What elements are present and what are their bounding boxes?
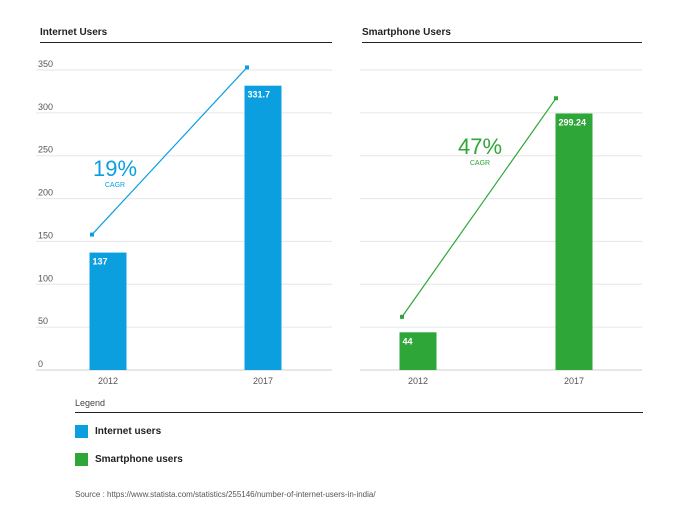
smartphone-users-x-tick-2017: 2017 [564,376,584,386]
legend-rule [75,412,643,413]
y-tick-label: 200 [38,188,53,198]
internet-users-bar-2012 [89,252,127,370]
internet-users-value-label-2012: 137 [93,257,108,267]
internet-users-trend-end-marker [245,65,249,70]
internet-users-x-tick-2017: 2017 [253,376,273,386]
smartphone-users-bar-2017 [555,113,593,370]
internet-users-title-rule [40,42,332,43]
smartphone-users-trend-line [401,97,557,318]
smartphone-users-chart-title: Smartphone Users [362,27,451,38]
internet-users-cagr-value: 19% [93,156,137,181]
y-tick-label: 100 [38,273,53,283]
y-tick-label: 150 [38,230,53,240]
legend-swatch-smartphone-users [75,453,88,466]
legend-title: Legend [75,398,106,408]
smartphone-users-value-label-2012: 44 [403,336,413,346]
internet-users-chart-title: Internet Users [40,27,108,38]
smartphone-users-bar-2012 [399,332,437,370]
y-tick-label: 250 [38,145,53,155]
y-tick-label: 50 [38,316,48,326]
internet-users-trend-line [91,67,248,235]
internet-users-value-label-2017: 331.7 [248,90,271,100]
smartphone-users-title-rule [362,42,642,43]
smartphone-users-cagr-value: 47% [458,134,502,159]
internet-users-cagr-label: CAGR [105,182,125,189]
internet-users-bar-2017 [244,85,282,370]
y-tick-label: 0 [38,359,43,369]
y-tick-label: 350 [38,59,53,69]
smartphone-users-trend-start-marker [400,314,404,319]
smartphone-users-cagr-label: CAGR [470,160,490,167]
smartphone-users-value-label-2017: 299.24 [559,118,587,128]
legend-label-smartphone-users: Smartphone users [95,454,183,465]
smartphone-users-trend-end-marker [554,96,558,101]
legend-label-internet-users: Internet users [95,426,162,437]
y-tick-label: 300 [38,102,53,112]
smartphone-users-x-tick-2012: 2012 [408,376,428,386]
internet-users-x-tick-2012: 2012 [98,376,118,386]
internet-users-trend-start-marker [90,232,94,237]
charts-canvas: 0 50 100 150 200 250 300 350 137 2012 331.7 2017 19%… [36,59,642,386]
source-note: Source : https://www.statista.com/statis… [75,490,376,499]
legend-swatch-internet-users [75,425,88,438]
